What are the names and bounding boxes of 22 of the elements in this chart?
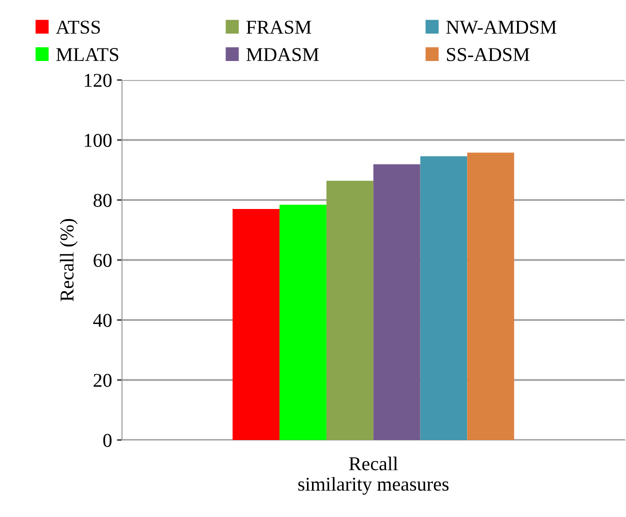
bar bbox=[420, 156, 468, 440]
bar bbox=[467, 152, 514, 440]
bar bbox=[280, 204, 326, 440]
bar bbox=[232, 209, 280, 440]
y-axis-title: Recall (%) bbox=[60, 219, 78, 302]
legend-label: MDASM bbox=[246, 48, 319, 62]
x-axis-title: similarity measures bbox=[298, 477, 449, 495]
legend-label: ATSS bbox=[56, 20, 100, 34]
y-tick-label: 120 bbox=[84, 74, 112, 87]
y-tick-label: 100 bbox=[84, 134, 112, 147]
y-tick-label: 0 bbox=[103, 434, 112, 447]
bar bbox=[326, 180, 374, 440]
y-tick-label: 60 bbox=[94, 254, 112, 267]
y-tick-label: 40 bbox=[93, 314, 112, 327]
bar bbox=[373, 164, 420, 440]
x-tick-label: Recall bbox=[349, 456, 398, 470]
y-tick-label: 80 bbox=[94, 194, 112, 207]
legend-label: NW-AMDSM bbox=[446, 20, 556, 34]
y-tick-label: 20 bbox=[94, 374, 112, 387]
legend-label: MLATS bbox=[56, 48, 118, 62]
legend-label: SS-ADSM bbox=[447, 48, 530, 62]
legend-label: FRASM bbox=[246, 20, 312, 34]
